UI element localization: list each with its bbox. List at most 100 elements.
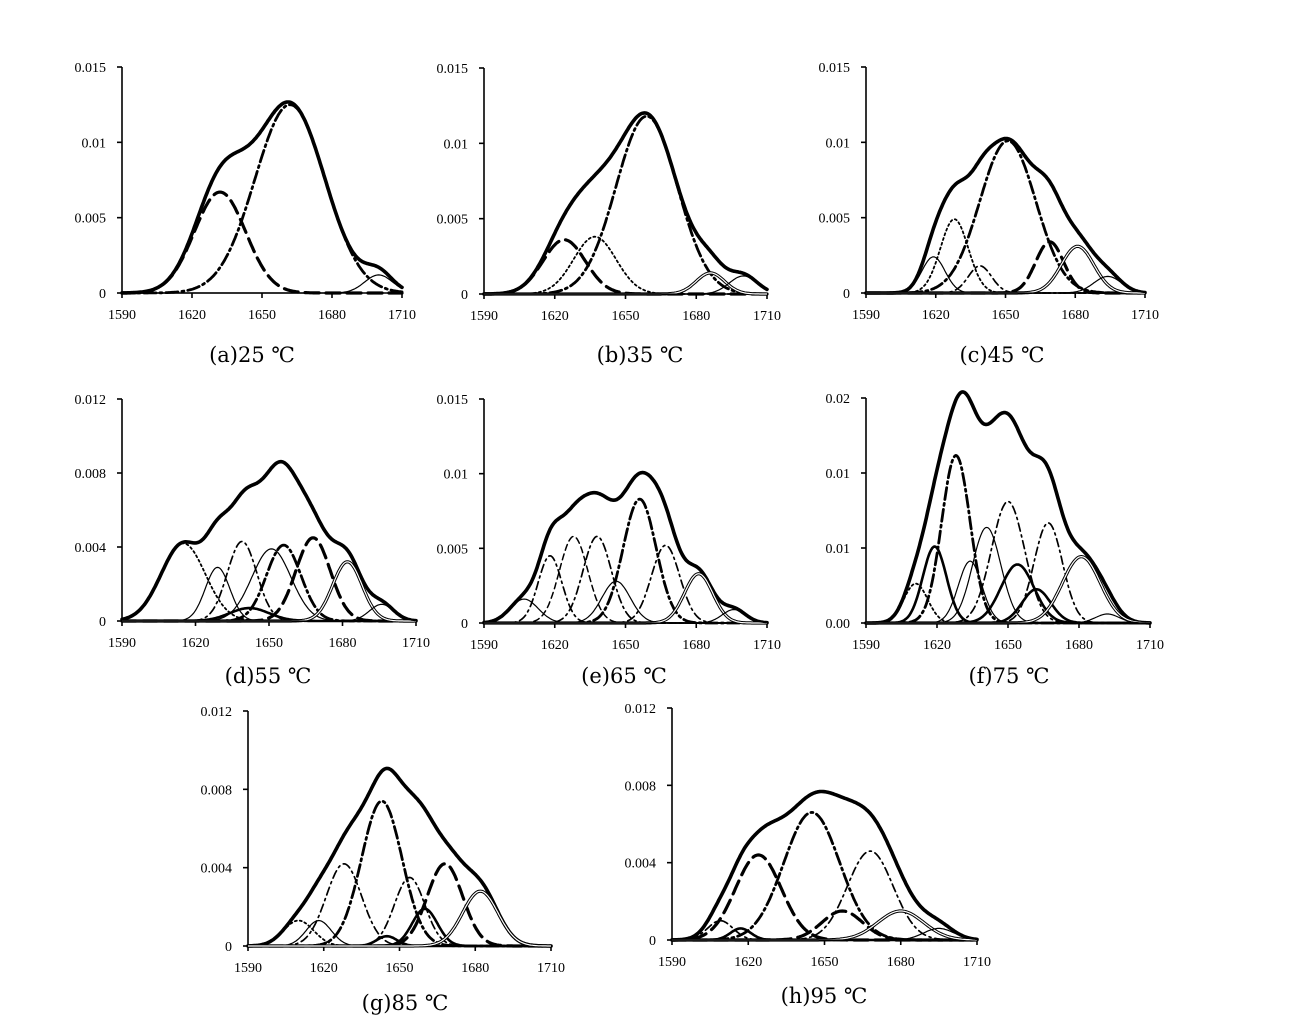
x-tick-label: 1710 [388, 308, 416, 323]
series-0-thick [864, 136, 1147, 295]
x-tick-label: 1590 [108, 636, 136, 651]
y-tick-label: 0 [649, 934, 656, 949]
y-tick-label: 0.012 [201, 705, 233, 720]
x-tick-label: 1650 [992, 308, 1020, 323]
series-6-double [864, 244, 1147, 295]
panel-3: 0 0.004 0.008 0.012 1590 1620 1650 1680 1710 (d)5… [75, 393, 431, 688]
y-tick-label: 0.01 [444, 468, 469, 483]
panel-0: 0 0.005 0.01 0.015 1590 1620 1650 1680 1710 (a)25… [75, 61, 417, 367]
x-tick-label: 1620 [178, 308, 206, 323]
y-tick-label: 0.005 [819, 212, 851, 227]
y-tick-label: 0.008 [75, 467, 107, 482]
x-tick-label: 1680 [682, 638, 710, 653]
y-tick-label: 0.005 [437, 542, 469, 557]
x-tick-label: 1680 [887, 955, 915, 970]
x-tick-label: 1710 [537, 961, 565, 976]
y-tick-label: 0.015 [437, 393, 469, 408]
series-9-thin [483, 609, 768, 624]
x-tick-label: 1590 [234, 961, 262, 976]
series-0-thick [246, 766, 553, 948]
y-tick-label: 0.015 [819, 61, 851, 76]
x-tick-label: 1620 [923, 638, 951, 653]
series-9-double-inner [248, 890, 551, 947]
x-tick-label: 1680 [1065, 638, 1093, 653]
x-tick-label: 1680 [329, 636, 357, 651]
y-tick-label: 0.004 [625, 857, 657, 872]
series-0-thick [482, 470, 769, 625]
y-tick-label: 0.004 [201, 862, 233, 877]
x-tick-label: 1620 [182, 636, 210, 651]
series-5-thin [483, 275, 768, 295]
panel-caption: (h)95 ℃ [781, 984, 868, 1008]
panel-caption: (a)25 ℃ [209, 343, 295, 367]
x-tick-label: 1650 [386, 961, 414, 976]
series-0-thick [120, 459, 418, 623]
panel-1: 0 0.005 0.01 0.015 1590 1620 1650 1680 1710 (b)35… [437, 62, 782, 367]
y-tick-label: 0.008 [625, 779, 657, 794]
x-tick-label: 1680 [318, 308, 346, 323]
panel-5: 0.00 0.01 0.01 0.02 1590 1620 1650 1680 1710 (f)7… [826, 390, 1164, 688]
y-tick-label: 0.012 [75, 393, 107, 408]
series-4-dashdot2 [483, 535, 768, 624]
series-7-thin [865, 275, 1146, 294]
y-tick-label: 0.01 [444, 137, 469, 152]
panel-caption: (d)55 ℃ [225, 664, 312, 688]
panel-caption: (g)85 ℃ [362, 991, 449, 1015]
x-tick-label: 1650 [994, 638, 1022, 653]
series-8-longdash [246, 862, 553, 948]
y-tick-label: 0.012 [625, 702, 657, 717]
series-5-longdash [864, 240, 1147, 295]
x-tick-label: 1710 [1136, 638, 1164, 653]
y-tick-label: 0.01 [82, 136, 107, 151]
x-tick-label: 1620 [734, 955, 762, 970]
x-tick-label: 1620 [541, 638, 569, 653]
x-tick-label: 1590 [470, 309, 498, 324]
panel-caption: (e)65 ℃ [581, 664, 667, 688]
y-tick-label: 0 [225, 940, 232, 955]
x-tick-label: 1590 [470, 638, 498, 653]
panel-caption: (f)75 ℃ [968, 664, 1049, 688]
series-1-longdash [120, 190, 404, 295]
x-tick-label: 1650 [811, 955, 839, 970]
series-11-thin [865, 613, 1151, 624]
x-tick-label: 1710 [402, 636, 430, 651]
series-6-double-inner [866, 245, 1145, 294]
panel-caption: (b)35 ℃ [597, 343, 684, 367]
y-tick-label: 0 [461, 617, 468, 632]
x-tick-label: 1620 [922, 308, 950, 323]
x-tick-label: 1710 [753, 638, 781, 653]
x-tick-label: 1650 [612, 638, 640, 653]
x-tick-label: 1710 [753, 309, 781, 324]
y-tick-label: 0.01 [826, 467, 851, 482]
x-tick-label: 1650 [248, 308, 276, 323]
y-tick-label: 0 [99, 615, 106, 630]
y-tick-label: 0.004 [75, 541, 107, 556]
y-tick-label: 0 [99, 287, 106, 302]
y-tick-label: 0.015 [75, 61, 107, 76]
panel-7: 0 0.004 0.008 0.012 1590 1620 1650 1680 1710 (h)9… [625, 702, 992, 1008]
y-tick-label: 0.00 [826, 617, 851, 632]
series-3-dashdot2 [247, 862, 552, 947]
x-tick-label: 1680 [461, 961, 489, 976]
panel-6: 0 0.004 0.008 0.012 1590 1620 1650 1680 1710 (g)8… [201, 705, 566, 1015]
panel-2: 0 0.005 0.01 0.015 1590 1620 1650 1680 1710 (c)45… [819, 61, 1160, 367]
series-3-thin [121, 274, 403, 294]
series-8-double [482, 572, 769, 625]
series-0-thick [482, 111, 769, 296]
y-tick-label: 0.005 [437, 213, 469, 228]
x-tick-label: 1590 [658, 955, 686, 970]
x-tick-label: 1620 [310, 961, 338, 976]
x-tick-label: 1650 [612, 309, 640, 324]
x-tick-label: 1710 [963, 955, 991, 970]
series-9-thin [121, 603, 417, 622]
series-4-dashdot [864, 139, 1147, 295]
x-tick-label: 1590 [108, 308, 136, 323]
panel-caption: (c)45 ℃ [959, 343, 1044, 367]
y-tick-label: 0.008 [201, 783, 233, 798]
x-tick-label: 1710 [1131, 308, 1159, 323]
panel-4: 0 0.005 0.01 0.015 1590 1620 1650 1680 1710 (e)65… [437, 393, 782, 688]
series-6-dashdot2 [247, 876, 552, 947]
x-tick-label: 1620 [541, 309, 569, 324]
y-tick-label: 0.01 [826, 542, 851, 557]
